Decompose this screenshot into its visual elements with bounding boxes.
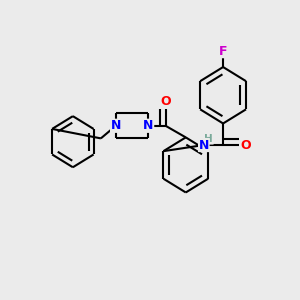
Text: O: O: [160, 95, 171, 108]
Text: O: O: [241, 139, 251, 152]
Text: N: N: [111, 119, 121, 132]
Text: H: H: [204, 134, 213, 144]
Text: F: F: [219, 45, 227, 58]
Text: N: N: [199, 139, 209, 152]
Text: N: N: [143, 119, 154, 132]
